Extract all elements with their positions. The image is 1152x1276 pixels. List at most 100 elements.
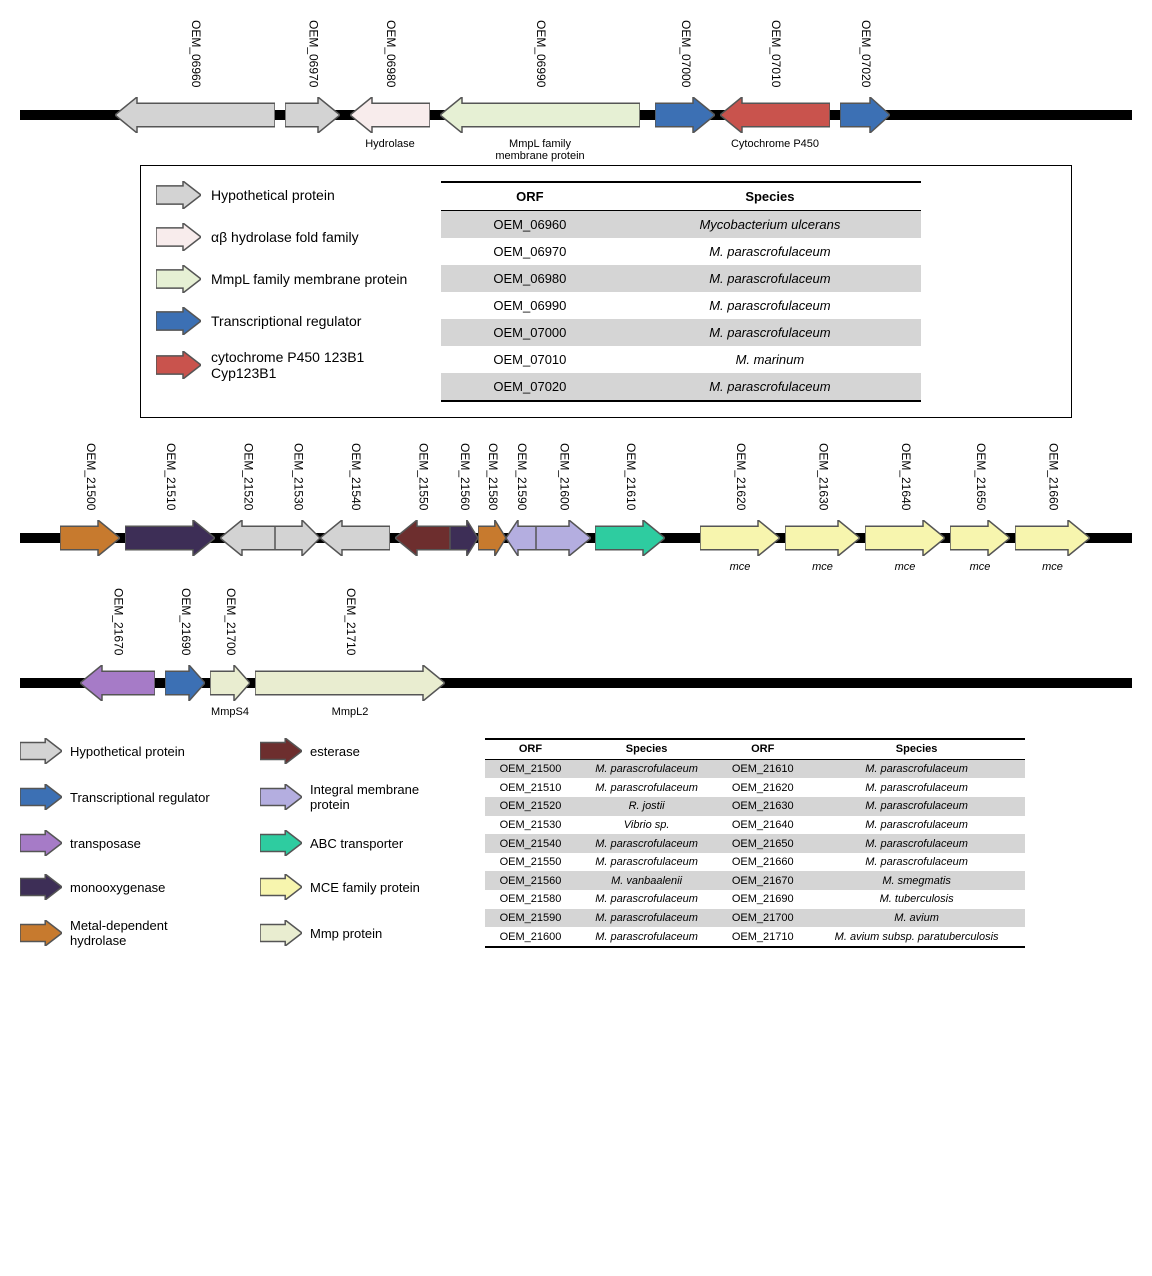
gene-label-OEM_21660: OEM_21660 [1047, 443, 1061, 510]
species-cell: M. parascrofulaceum [808, 778, 1025, 797]
species-cell: M. parascrofulaceum [808, 853, 1025, 872]
gene-label-OEM_21550: OEM_21550 [417, 443, 431, 510]
gene-arrow-OEM_21500 [60, 520, 120, 561]
gene-arrow-OEM_21660 [1015, 520, 1090, 561]
orf-cell: OEM_21560 [485, 871, 576, 890]
gene-label-OEM_21620: OEM_21620 [734, 443, 748, 510]
gene-arrow-OEM_07000 [655, 97, 715, 138]
gene-label-OEM_21690: OEM_21690 [179, 588, 193, 655]
gene-label-OEM_21630: OEM_21630 [817, 443, 831, 510]
legend-item: Hypothetical protein [156, 181, 411, 209]
gene-arrow-OEM_21620 [700, 520, 780, 561]
species-cell: M. avium subsp. paratuberculosis [808, 927, 1025, 947]
species-cell: M. parascrofulaceum [576, 759, 717, 778]
gene-label-OEM_06960: OEM_06960 [189, 20, 203, 87]
gene-arrow-OEM_07010 [720, 97, 830, 138]
table-row: OEM_21550 M. parascrofulaceum OEM_21660 … [485, 853, 1025, 872]
table-header: Species [576, 739, 717, 759]
gene-arrow-OEM_21580 [478, 520, 506, 561]
gene-arrow-OEM_21690 [165, 665, 205, 706]
species-cell: Vibrio sp. [576, 816, 717, 835]
gene-arrow-OEM_06960 [115, 97, 275, 138]
gene-arrow-OEM_21700 [210, 665, 250, 706]
table-row: OEM_06960 Mycobacterium ulcerans [441, 211, 921, 239]
gene-arrow-OEM_06990 [440, 97, 640, 138]
gene-label-OEM_21530: OEM_21530 [292, 443, 306, 510]
legend-label: MCE family protein [310, 880, 420, 895]
legend-grid-2: Hypothetical protein esterase Transcriptio… [20, 738, 460, 948]
gene-arrow-OEM_21650 [950, 520, 1010, 561]
orf-cell: OEM_21700 [717, 909, 808, 928]
gene-arrow-OEM_21530 [275, 520, 320, 561]
species-cell: M. avium [808, 909, 1025, 928]
table-row: OEM_21560 M. vanbaalenii OEM_21670 M. sm… [485, 871, 1025, 890]
legend-item: MCE family protein [260, 874, 460, 900]
orf-species-table-2: ORFSpeciesORFSpecies OEM_21500 M. parasc… [485, 738, 1025, 948]
table-row: OEM_21600 M. parascrofulaceum OEM_21710 … [485, 927, 1025, 947]
gene-sublabel-OEM_21620: mce [700, 561, 780, 573]
gene-arrow-OEM_21510 [125, 520, 215, 561]
table-row: OEM_21510 M. parascrofulaceum OEM_21620 … [485, 778, 1025, 797]
table-row: OEM_07020 M. parascrofulaceum [441, 373, 921, 401]
gene-sublabel-OEM_21660: mce [1015, 561, 1090, 573]
table-header: ORF [717, 739, 808, 759]
species-cell: M. smegmatis [808, 871, 1025, 890]
table-header: Species [808, 739, 1025, 759]
legend-label: αβ hydrolase fold family [211, 229, 359, 245]
orf-cell: OEM_07020 [441, 373, 619, 401]
legend-item: monooxygenase [20, 874, 220, 900]
orf-species-table-1: ORFSpecies OEM_06960 Mycobacterium ulcer… [441, 181, 921, 402]
orf-cell: OEM_21640 [717, 816, 808, 835]
table-row: OEM_21520 R. jostii OEM_21630 M. parascr… [485, 797, 1025, 816]
gene-label-OEM_21640: OEM_21640 [899, 443, 913, 510]
legend-label: monooxygenase [70, 880, 165, 895]
species-cell: M. parascrofulaceum [576, 778, 717, 797]
gene-label-OEM_21520: OEM_21520 [242, 443, 256, 510]
legend-item: αβ hydrolase fold family [156, 223, 411, 251]
species-cell: M. parascrofulaceum [576, 909, 717, 928]
species-cell: M. parascrofulaceum [808, 816, 1025, 835]
species-cell: M. parascrofulaceum [576, 853, 717, 872]
species-cell: M. parascrofulaceum [576, 927, 717, 947]
legend-label: Metal-dependent hydrolase [70, 918, 220, 948]
legend-item: Transcriptional regulator [20, 782, 220, 812]
orf-cell: OEM_21540 [485, 834, 576, 853]
legend-label: MmpL family membrane protein [211, 271, 407, 287]
gene-sublabel-OEM_06990: MmpL familymembrane protein [440, 138, 640, 162]
species-cell: M. marinum [619, 346, 921, 373]
legend-label: Transcriptional regulator [211, 313, 361, 329]
orf-cell: OEM_21500 [485, 759, 576, 778]
gene-arrow-OEM_07020 [840, 97, 890, 138]
table-row: OEM_21540 M. parascrofulaceum OEM_21650 … [485, 834, 1025, 853]
gene-label-OEM_21580: OEM_21580 [486, 443, 500, 510]
gene-arrow-OEM_21670 [80, 665, 155, 706]
table-row: OEM_21500 M. parascrofulaceum OEM_21610 … [485, 759, 1025, 778]
gene-arrow-OEM_21540 [320, 520, 390, 561]
orf-cell: OEM_21530 [485, 816, 576, 835]
legend-label: Hypothetical protein [70, 744, 185, 759]
legend-label: esterase [310, 744, 360, 759]
table-header: Species [619, 182, 921, 211]
orf-cell: OEM_21690 [717, 890, 808, 909]
gene-label-OEM_07010: OEM_07010 [769, 20, 783, 87]
species-cell: M. parascrofulaceum [576, 834, 717, 853]
gene-track-3: OEM_21670OEM_21690OEM_21700MmpS4OEM_2171… [20, 588, 1132, 728]
orf-cell: OEM_21660 [717, 853, 808, 872]
gene-label-OEM_06980: OEM_06980 [384, 20, 398, 87]
gene-label-OEM_21590: OEM_21590 [515, 443, 529, 510]
gene-label-OEM_21710: OEM_21710 [344, 588, 358, 655]
gene-arrow-OEM_06980 [350, 97, 430, 138]
gene-sublabel-OEM_21650: mce [950, 561, 1010, 573]
gene-arrow-OEM_21560 [450, 520, 478, 561]
species-cell: M. parascrofulaceum [576, 890, 717, 909]
orf-cell: OEM_21610 [717, 759, 808, 778]
gene-label-OEM_21540: OEM_21540 [349, 443, 363, 510]
table-row: OEM_06980 M. parascrofulaceum [441, 265, 921, 292]
gene-label-OEM_07020: OEM_07020 [859, 20, 873, 87]
orf-cell: OEM_21650 [717, 834, 808, 853]
gene-arrow-OEM_21710 [255, 665, 445, 706]
gene-sublabel-OEM_21700: MmpS4 [210, 706, 250, 718]
legend-item: Mmp protein [260, 918, 460, 948]
table-row: OEM_21590 M. parascrofulaceum OEM_21700 … [485, 909, 1025, 928]
legend-item: Hypothetical protein [20, 738, 220, 764]
